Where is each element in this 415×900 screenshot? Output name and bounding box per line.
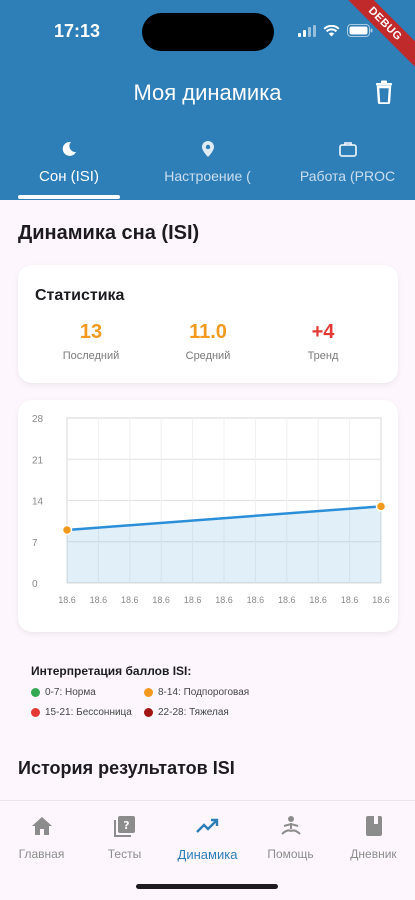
- nav-label: Тесты: [107, 847, 142, 861]
- x-tick-label: 18.6: [184, 595, 202, 605]
- x-tick-label: 18.6: [278, 595, 296, 605]
- app-header: 17:13 DEBUG Моя динамика Сон (ISI) Настр…: [0, 0, 415, 200]
- stat-trend: +4 Тренд: [268, 321, 378, 362]
- nav-label: Динамика: [177, 847, 238, 862]
- x-tick-label: 18.6: [215, 595, 233, 605]
- legend-title: Интерпретация баллов ISI:: [31, 664, 192, 678]
- nav-home[interactable]: Главная: [0, 813, 83, 861]
- data-point: [375, 501, 387, 512]
- nav-label: Помощь: [267, 847, 314, 861]
- isi-line-chart: 28 21 14 7 0 18.6 18.6 18.6 18.6 18.6 18.6 18.6 18.6…: [32, 414, 390, 605]
- x-tick-label: 18.6: [121, 595, 139, 605]
- location-pin-icon: [201, 141, 214, 157]
- isi-chart-card: 28 21 14 7 0 18.6 18.6 18.6 18.6 18.6 18.6 18.6 18.6…: [18, 400, 398, 632]
- nav-diary[interactable]: Дневник: [332, 813, 415, 861]
- x-tick-label: 18.6: [152, 595, 170, 605]
- quiz-icon: ?: [113, 816, 135, 837]
- stat-value: 11.0: [189, 321, 227, 343]
- tab-work[interactable]: Работа (PROC: [290, 132, 405, 200]
- data-point: [61, 524, 73, 536]
- legend-dot: [31, 688, 40, 697]
- trash-icon: [376, 80, 392, 105]
- isi-legend: Интерпретация баллов ISI: 0-7: Норма 8-1…: [18, 650, 298, 736]
- stat-value: +4: [311, 321, 335, 343]
- stat-last: 13 Последний: [36, 321, 146, 362]
- stat-label: Тренд: [307, 350, 339, 362]
- stat-average: 11.0 Средний: [153, 321, 263, 362]
- signal-icon: [298, 24, 316, 37]
- meditation-icon: [280, 816, 301, 835]
- y-tick-label: 0: [32, 579, 38, 590]
- status-bar: 17:13 DEBUG: [0, 0, 415, 73]
- legend-label: 8-14: Подпороговая: [158, 687, 250, 698]
- x-tick-label: 18.6: [309, 595, 327, 605]
- x-tick-label: 18.6: [58, 595, 76, 605]
- history-title: История результатов ISI: [18, 758, 235, 778]
- legend-label: 15-21: Бессонница: [45, 707, 132, 718]
- active-tab-indicator: [18, 195, 120, 199]
- statistics-title: Статистика: [35, 287, 125, 304]
- tab-label: Настроение (: [164, 168, 251, 184]
- legend-item-insomnia: 15-21: Бессонница: [31, 707, 144, 718]
- briefcase-icon: [338, 142, 357, 157]
- home-icon: [31, 817, 52, 835]
- tab-mood[interactable]: Настроение (: [150, 132, 265, 200]
- stat-label: Последний: [62, 350, 120, 362]
- page-title: Моя динамика: [133, 80, 282, 105]
- status-icons: [298, 24, 373, 37]
- moon-icon: [62, 141, 76, 156]
- legend-item-subthreshold: 8-14: Подпороговая: [144, 687, 249, 698]
- y-tick-label: 28: [32, 414, 44, 425]
- tab-bar: Сон (ISI) Настроение ( Работа (PROC: [0, 132, 415, 200]
- trending-up-icon: [195, 818, 218, 833]
- wifi-icon: [323, 24, 340, 36]
- svg-text:?: ?: [123, 819, 129, 832]
- home-indicator: [136, 884, 278, 889]
- x-tick-label: 18.6: [90, 595, 108, 605]
- delete-button[interactable]: [373, 80, 397, 106]
- nav-label: Главная: [18, 847, 65, 861]
- legend-dot: [144, 708, 153, 717]
- legend-item-severe: 22-28: Тяжелая: [144, 707, 229, 718]
- legend-label: 0-7: Норма: [45, 687, 96, 698]
- bottom-navigation: Главная ? Тесты Динамика Помощь Дневник: [0, 800, 415, 900]
- battery-icon: [347, 24, 373, 37]
- tab-label: Работа (PROC: [299, 168, 396, 184]
- legend-dot: [31, 708, 40, 717]
- stat-label: Средний: [185, 350, 231, 362]
- camera-notch: [142, 13, 274, 51]
- y-tick-label: 7: [32, 538, 38, 549]
- nav-tests[interactable]: ? Тесты: [83, 813, 166, 861]
- nav-help[interactable]: Помощь: [249, 813, 332, 861]
- x-tick-label: 18.6: [372, 595, 390, 605]
- nav-label: Дневник: [350, 847, 397, 861]
- statistics-card: Статистика 13 Последний 11.0 Средний +4 …: [18, 265, 398, 383]
- legend-item-normal: 0-7: Норма: [31, 687, 144, 698]
- tab-sleep-isi[interactable]: Сон (ISI): [18, 132, 120, 200]
- stat-value: 13: [79, 321, 103, 343]
- tab-label: Сон (ISI): [39, 168, 99, 185]
- y-tick-label: 14: [32, 497, 44, 508]
- x-tick-label: 18.6: [247, 595, 265, 605]
- series-line: [66, 505, 382, 532]
- x-tick-label: 18.6: [341, 595, 359, 605]
- section-title: Динамика сна (ISI): [18, 222, 200, 244]
- legend-dot: [144, 688, 153, 697]
- legend-label: 22-28: Тяжелая: [158, 707, 229, 718]
- book-icon: [365, 816, 382, 836]
- y-tick-label: 21: [32, 455, 44, 466]
- status-time: 17:13: [54, 21, 101, 41]
- nav-dynamics[interactable]: Динамика: [166, 813, 249, 862]
- series-area: [67, 506, 381, 583]
